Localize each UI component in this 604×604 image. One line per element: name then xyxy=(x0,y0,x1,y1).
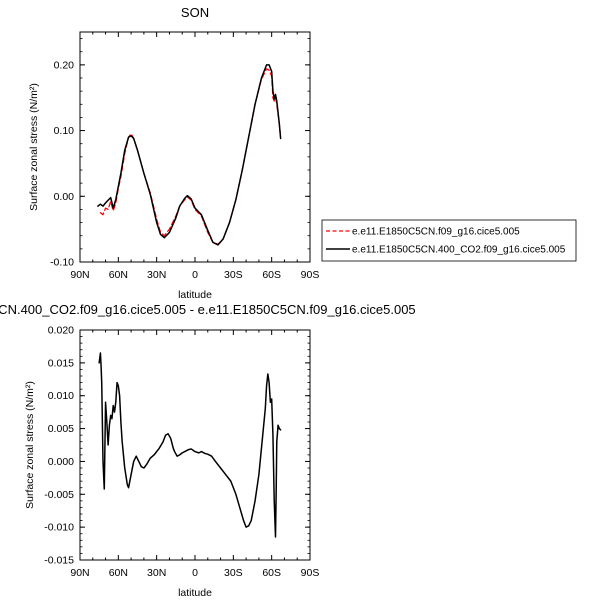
top-x-tick-label: 90S xyxy=(301,269,320,281)
top-series-lines xyxy=(97,64,282,246)
bottom-chart-title: 0C5CN.400_CO2.f09_g16.cice5.005 - e.e11.… xyxy=(0,302,416,317)
top-x-tick-label: 60N xyxy=(109,269,128,281)
bottom-x-axis-label: latitude xyxy=(178,587,212,599)
bottom-y-tick-label: -0.005 xyxy=(44,489,74,501)
bottom-y-tick-label: 0.000 xyxy=(48,456,74,468)
top-x-tick-label: 30S xyxy=(224,269,243,281)
bottom-axis-ticks: 90N 60N 30N 0 30S 60S 90S -0.015 -0.010 -0.005 0.0… xyxy=(44,325,319,580)
top-x-tick-label: 60S xyxy=(262,269,281,281)
bottom-y-tick-label: 0.020 xyxy=(48,325,74,337)
bottom-x-tick-label: 30S xyxy=(224,567,243,579)
bottom-y-tick-label: 0.005 xyxy=(48,423,74,435)
top-y-tick-label: 0.10 xyxy=(54,125,75,137)
bottom-x-tick-label: 0 xyxy=(192,567,198,579)
bottom-x-tick-label: 60S xyxy=(262,567,281,579)
bottom-y-tick-label: -0.015 xyxy=(44,555,74,567)
top-chart-title: SON xyxy=(181,5,209,20)
bottom-x-tick-label: 60N xyxy=(109,567,128,579)
top-x-tick-label: 90N xyxy=(70,269,89,281)
bottom-y-axis-label: Surface zonal stress (N/m²) xyxy=(24,381,36,509)
bottom-x-tick-label: 30N xyxy=(147,567,166,579)
top-y-axis-label: Surface zonal stress (N/m²) xyxy=(28,83,40,211)
top-axis-ticks: 90N 60N 30N 0 30S 60S 90S -0.10 0.00 0.10 0.20 xyxy=(50,32,319,281)
bottom-x-tick-label: 90S xyxy=(301,567,320,579)
bottom-series-line-0 xyxy=(98,352,282,538)
top-plot-frame xyxy=(79,31,311,263)
legend-box xyxy=(321,219,577,262)
top-y-tick-label: 0.00 xyxy=(54,191,75,203)
top-x-tick-label: 0 xyxy=(192,269,198,281)
bottom-series-lines xyxy=(98,352,282,538)
bottom-chart: 0C5CN.400_CO2.f09_g16.cice5.005 - e.e11.… xyxy=(0,302,416,599)
top-y-tick-label: -0.10 xyxy=(50,257,74,269)
bottom-y-tick-label: 0.015 xyxy=(48,357,74,369)
legend-label-co2: e.e11.E1850C5CN.400_CO2.f09_g16.cice5.00… xyxy=(352,245,566,256)
top-x-tick-label: 30N xyxy=(147,269,166,281)
top-y-tick-label: 0.20 xyxy=(54,59,75,71)
legend-label-control: e.e11.E1850C5CN.f09_g16.cice5.005 xyxy=(352,227,520,238)
top-series-line-0 xyxy=(99,68,282,245)
bottom-x-tick-label: 90N xyxy=(70,567,89,579)
bottom-y-tick-label: 0.010 xyxy=(48,390,74,402)
top-x-axis-label: latitude xyxy=(178,289,212,301)
legend: e.e11.E1850C5CN.f09_g16.cice5.005 e.e11.… xyxy=(321,219,577,262)
top-chart: SON 90N 60N 30N 0 30S 60S 90S -0.10 0.00 0.10 0.20… xyxy=(28,5,319,301)
top-series-line-1 xyxy=(97,64,282,246)
bottom-y-tick-label: -0.010 xyxy=(44,522,74,534)
